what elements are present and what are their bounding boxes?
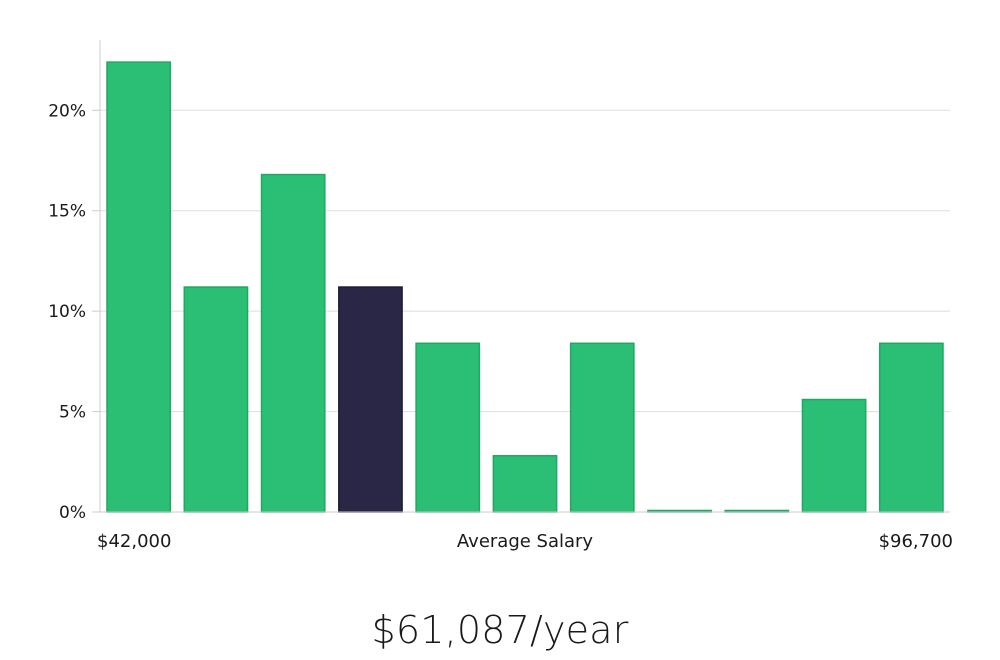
bar (106, 61, 172, 513)
bar (878, 342, 944, 513)
y-tick-label: 5% (59, 403, 86, 423)
salary-histogram: 0% 5% 10% 15% 20% $42,000 Average Salary $96… (48, 40, 953, 552)
x-axis-title: Average Salary (457, 531, 594, 552)
x-min-label: $42,000 (97, 531, 171, 552)
bars (106, 61, 944, 513)
bar (492, 455, 558, 513)
bar (260, 173, 326, 513)
bar (183, 286, 249, 513)
average-salary-value: $61,087/year (371, 608, 629, 652)
y-tick-label: 15% (48, 202, 86, 222)
bar-highlighted (338, 286, 403, 513)
bar (801, 398, 867, 513)
y-tick-label: 10% (48, 302, 86, 322)
y-tick-labels: 0% 5% 10% 15% 20% (48, 101, 100, 523)
bar (415, 342, 481, 513)
bar (569, 342, 635, 513)
axes (99, 40, 950, 513)
y-tick-label: 20% (48, 101, 86, 121)
y-tick-label: 0% (59, 503, 86, 523)
x-max-label: $96,700 (879, 531, 953, 552)
